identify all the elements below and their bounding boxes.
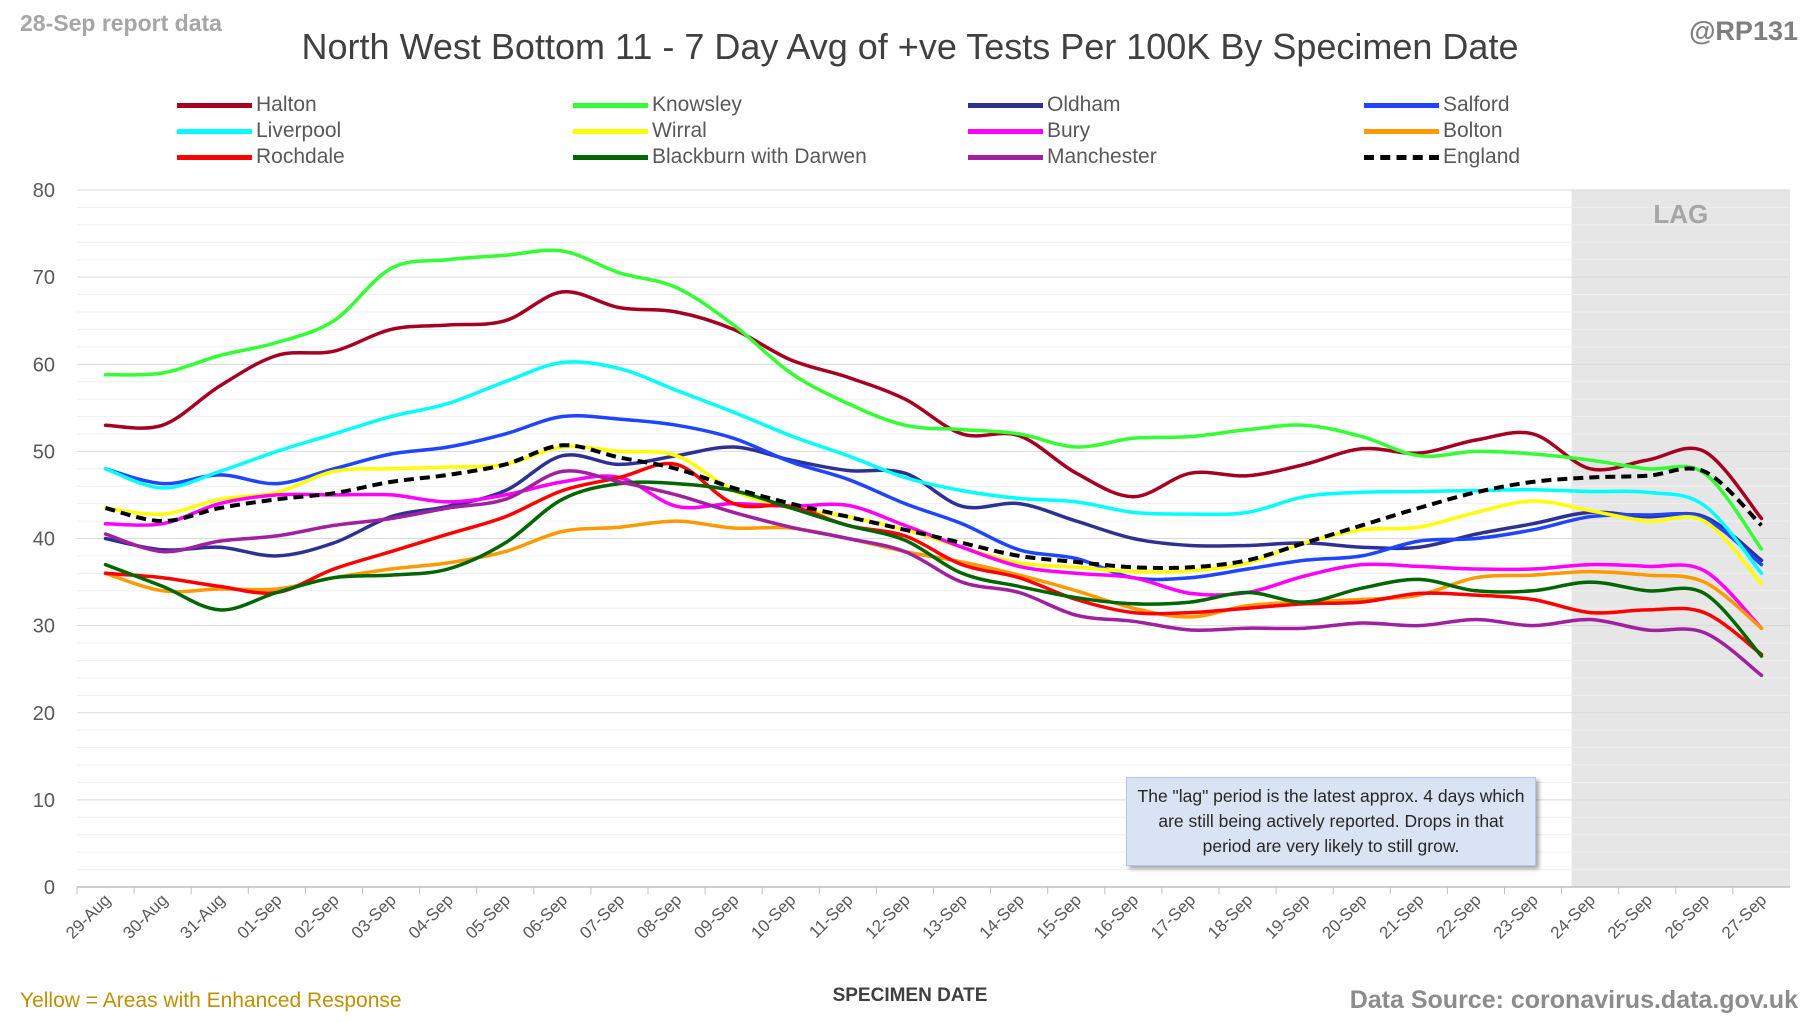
x-tick-label: 20-Sep	[1318, 890, 1370, 942]
enhanced-response-note: Yellow = Areas with Enhanced Response	[20, 989, 402, 1012]
legend-label: Bolton	[1443, 119, 1503, 142]
x-tick-label: 22-Sep	[1433, 890, 1485, 942]
legend-item: Manchester	[968, 144, 1157, 170]
series-line-manchester	[103, 469, 1764, 678]
legend-label: Liverpool	[256, 119, 342, 142]
legend-label: Blackburn with Darwen	[652, 145, 867, 168]
chart-title: North West Bottom 11 - 7 Day Avg of +ve …	[301, 26, 1519, 67]
series-line-bury	[103, 474, 1764, 630]
legend-item: Blackburn with Darwen	[573, 144, 867, 170]
x-tick-label: 10-Sep	[747, 890, 799, 942]
legend-swatch	[573, 154, 648, 160]
x-tick-label: 19-Sep	[1261, 890, 1313, 942]
legend-item: Oldham	[968, 92, 1121, 118]
x-tick-label: 31-Aug	[176, 890, 228, 942]
legend-label: Manchester	[1047, 145, 1157, 168]
x-tick-label: 30-Aug	[119, 890, 171, 942]
legend-swatch	[573, 128, 648, 134]
x-tick-label: 25-Sep	[1604, 890, 1656, 942]
legend-item: Bury	[968, 118, 1090, 144]
legend-label: Bury	[1047, 119, 1091, 142]
x-tick-label: 04-Sep	[405, 890, 457, 942]
x-tick-label: 16-Sep	[1090, 890, 1142, 942]
x-tick-label: 05-Sep	[462, 890, 514, 942]
x-tick-label: 01-Sep	[233, 890, 285, 942]
series-line-knowsley	[103, 248, 1764, 551]
data-source: Data Source: coronavirus.data.gov.uk	[1349, 986, 1798, 1014]
series-line-england	[105, 443, 1763, 571]
x-tick-label: 27-Sep	[1718, 890, 1770, 942]
lag-note: The "lag" period is the latest approx. 4…	[1126, 777, 1536, 866]
legend-swatch	[968, 102, 1043, 108]
legend-label: Salford	[1443, 93, 1510, 116]
x-tick-label: 02-Sep	[291, 890, 343, 942]
x-tick-label: 03-Sep	[348, 890, 400, 942]
legend-label: Wirral	[652, 119, 707, 142]
legend-label: Rochdale	[256, 145, 345, 168]
x-tick-label: 29-Aug	[62, 890, 114, 942]
y-tick-label: 0	[44, 877, 55, 899]
x-tick-label: 26-Sep	[1661, 890, 1713, 942]
series-lines	[103, 248, 1764, 678]
legend-item: Wirral	[573, 118, 707, 144]
y-tick-label: 10	[33, 790, 55, 812]
legend-swatch	[968, 128, 1043, 134]
x-tick-label: 08-Sep	[633, 890, 685, 942]
legend-item: Rochdale	[177, 144, 345, 170]
x-tick-label: 23-Sep	[1490, 890, 1542, 942]
series-line-salford	[103, 413, 1764, 582]
x-tick-label: 18-Sep	[1204, 890, 1256, 942]
legend-swatch	[573, 102, 648, 108]
x-tick-label: 21-Sep	[1375, 890, 1427, 942]
gridlines	[77, 189, 1790, 888]
report-date: 28-Sep report data	[20, 10, 222, 36]
legend-label: Halton	[256, 93, 317, 116]
y-tick-label: 30	[33, 616, 55, 638]
lag-label: LAG	[1653, 199, 1708, 229]
series-line-halton	[103, 290, 1764, 521]
y-tick-label: 40	[33, 529, 55, 551]
x-tick-label: 14-Sep	[976, 890, 1028, 942]
series-line-rochdale	[103, 461, 1764, 657]
x-axis-label: SPECIMEN DATE	[832, 985, 988, 1006]
x-tick-label: 24-Sep	[1547, 890, 1599, 942]
legend-label: England	[1443, 145, 1521, 168]
x-tick-label: 11-Sep	[805, 890, 856, 941]
legend-item: Bolton	[1364, 118, 1503, 144]
legend-swatch	[177, 128, 252, 134]
series-line-blackburn-with-darwen	[103, 480, 1764, 658]
author-handle: @RP131	[1689, 16, 1798, 46]
series-line-liverpool	[103, 360, 1764, 576]
x-tick-label: 12-Sep	[862, 890, 914, 942]
x-tick-label: 13-Sep	[919, 890, 971, 942]
legend-label: Oldham	[1047, 93, 1121, 116]
x-tick-label: 17-Sep	[1147, 890, 1199, 942]
y-tick-label: 70	[33, 267, 55, 289]
legend-swatch	[968, 154, 1043, 160]
legend-item: Salford	[1364, 92, 1510, 118]
x-tick-label: 06-Sep	[519, 890, 571, 942]
legend-item: Knowsley	[573, 92, 742, 118]
legend-swatch	[177, 102, 252, 108]
y-tick-label: 60	[33, 354, 55, 376]
x-tick-label: 15-Sep	[1033, 890, 1085, 942]
legend-swatch	[177, 154, 252, 160]
legend-label: Knowsley	[652, 93, 742, 116]
legend-swatch	[1364, 128, 1439, 134]
y-tick-label: 20	[33, 703, 55, 725]
legend-item: England	[1364, 144, 1520, 170]
legend-item: Liverpool	[177, 118, 341, 144]
legend: Halton Knowsley Oldham Salford Liverpool Wirr…	[0, 92, 1820, 172]
legend-swatch	[1364, 154, 1439, 160]
legend-swatch	[1364, 102, 1439, 108]
x-tick-label: 07-Sep	[576, 890, 628, 942]
y-tick-label: 80	[33, 180, 55, 202]
x-tick-label: 09-Sep	[690, 890, 742, 942]
y-tick-label: 50	[33, 441, 55, 463]
legend-item: Halton	[177, 92, 317, 118]
